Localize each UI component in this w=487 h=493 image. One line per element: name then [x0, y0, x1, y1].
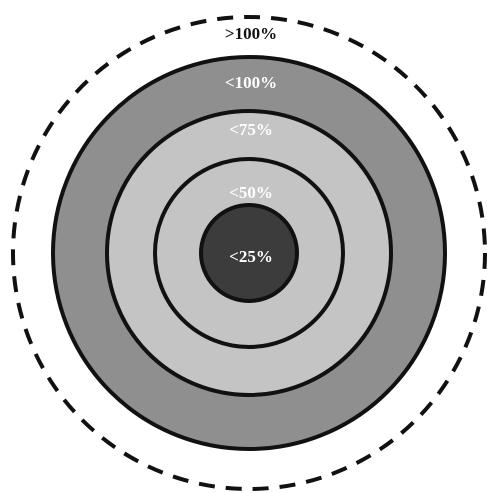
- label-under-25: <25%: [229, 247, 273, 266]
- label-under-50: <50%: [229, 183, 273, 202]
- label-under-100: <100%: [225, 73, 277, 92]
- core-under-25: [199, 203, 299, 303]
- label-under-75: <75%: [229, 120, 273, 139]
- label-over-100: >100%: [225, 24, 277, 43]
